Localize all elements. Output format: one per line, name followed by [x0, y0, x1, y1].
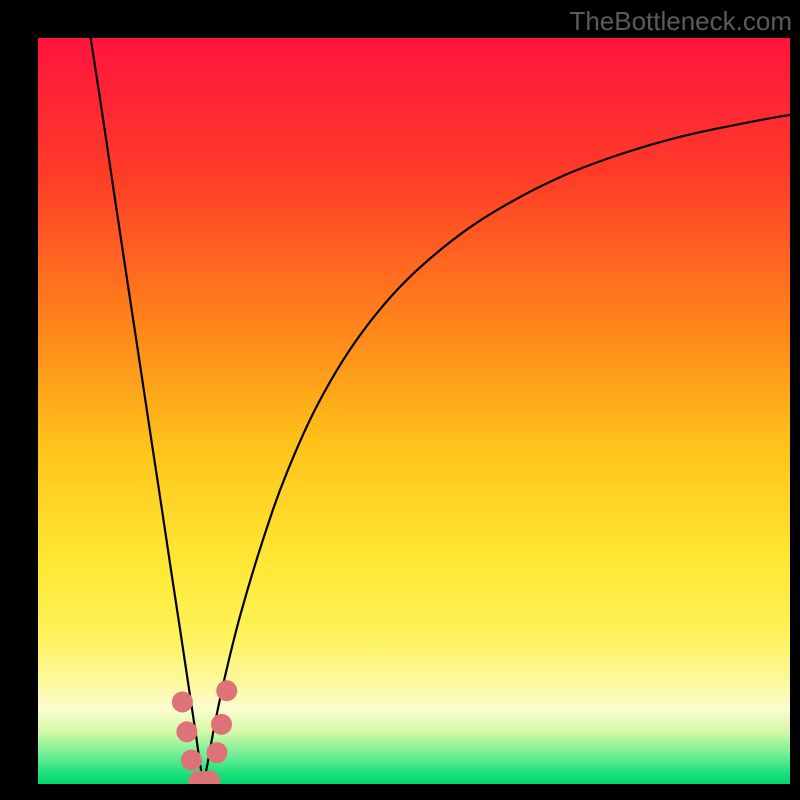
marker-point: [207, 743, 227, 763]
marker-point: [172, 692, 192, 712]
curve-right-branch: [203, 115, 790, 784]
marker-point: [211, 714, 231, 734]
marker-group: [172, 681, 236, 784]
curve-left-branch: [91, 38, 204, 784]
marker-point: [181, 750, 201, 770]
marker-point: [217, 681, 237, 701]
chart-svg: [38, 38, 790, 784]
plot-area: [38, 38, 790, 784]
watermark-text: TheBottleneck.com: [569, 6, 792, 37]
marker-point: [177, 722, 197, 742]
